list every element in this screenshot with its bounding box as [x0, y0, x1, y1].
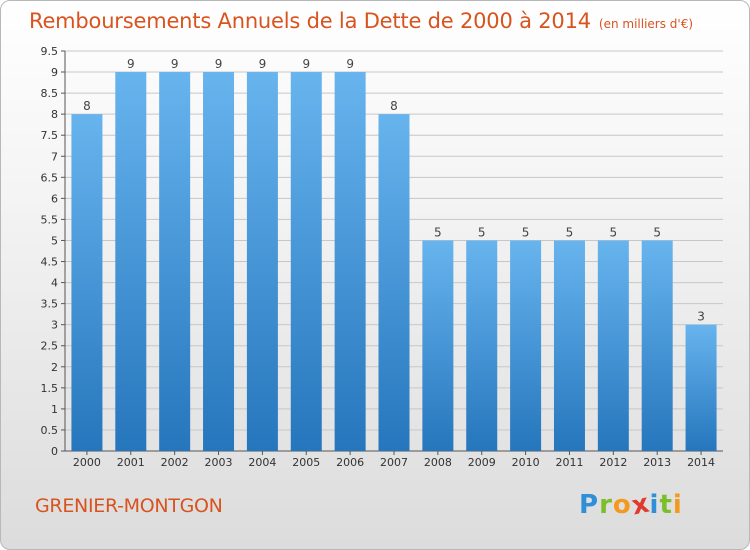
x-tick-label: 2004	[248, 456, 276, 469]
y-tick-label: 3.5	[41, 298, 59, 311]
x-tick-label: 2000	[73, 456, 101, 469]
bar	[466, 240, 498, 451]
bar	[641, 240, 673, 451]
x-tick-label: 2001	[117, 456, 145, 469]
x-tick-label: 2012	[599, 456, 627, 469]
bar	[378, 114, 410, 451]
data-label: 5	[434, 225, 442, 239]
y-tick-label: 6.5	[41, 171, 59, 184]
bar	[510, 240, 542, 451]
bar	[246, 72, 278, 451]
data-label: 5	[522, 225, 530, 239]
data-label: 5	[566, 225, 574, 239]
x-tick-label: 2002	[161, 456, 189, 469]
y-tick-label: 2	[51, 361, 58, 374]
bar	[71, 114, 103, 451]
y-tick-label: 8.5	[41, 87, 59, 100]
bar	[334, 72, 366, 451]
logo-letter: r	[599, 490, 613, 520]
x-tick-label: 2003	[205, 456, 233, 469]
x-tick-label: 2011	[555, 456, 583, 469]
proxiti-logo: Proxiti	[579, 488, 683, 521]
bar	[685, 324, 717, 451]
x-tick-label: 2010	[512, 456, 540, 469]
bar	[422, 240, 454, 451]
y-tick-label: 1	[51, 403, 58, 416]
x-tick-label: 2007	[380, 456, 408, 469]
data-labels: 8 9 9 9 9 9 9 8 5 5 5 5 5 5 3	[83, 57, 705, 324]
x-tick-label: 2006	[336, 456, 364, 469]
bar	[203, 72, 235, 451]
y-tick-label: 7	[51, 150, 58, 163]
data-label: 3	[697, 310, 705, 324]
data-label: 9	[215, 57, 223, 71]
bar	[115, 72, 147, 451]
data-label: 9	[346, 57, 354, 71]
x-tick-label: 2013	[643, 456, 671, 469]
y-tick-label: 7.5	[41, 129, 59, 142]
y-tick-label: 0	[51, 445, 58, 458]
logo-letter: P	[579, 490, 600, 520]
bar	[597, 240, 629, 451]
commune-name: GRENIER-MONTGON	[35, 495, 223, 517]
bar	[159, 72, 191, 451]
bar	[290, 72, 322, 451]
y-tick-label: 6	[51, 192, 58, 205]
logo-letter: t	[659, 490, 673, 520]
y-tick-label: 4	[51, 277, 58, 290]
y-tick-label: 5	[51, 234, 58, 247]
y-tick-label: 2.5	[41, 340, 59, 353]
x-tick-label: 2008	[424, 456, 452, 469]
bar	[553, 240, 585, 451]
data-label: 9	[302, 57, 310, 71]
data-label: 5	[653, 225, 661, 239]
data-label: 8	[390, 99, 398, 113]
y-tick-label: 9.5	[41, 45, 59, 58]
chart-subtitle: (en milliers d'€)	[598, 17, 694, 31]
chart-title-text: Remboursements Annuels de la Dette de 20…	[29, 9, 591, 33]
data-label: 9	[127, 57, 135, 71]
data-label: 9	[171, 57, 179, 71]
y-tick-label: 3	[51, 319, 58, 332]
y-tick-label: 9	[51, 66, 58, 79]
y-tick-label: 8	[51, 108, 58, 121]
y-tick-label: 0.5	[41, 424, 59, 437]
logo-letter: i	[672, 490, 683, 520]
data-label: 9	[259, 57, 267, 71]
x-tick-label: 2005	[292, 456, 320, 469]
data-label: 8	[83, 99, 91, 113]
x-tick-labels: 2000 2001 2002 2003 2004 2005 2006 2007 2008 2009…	[73, 456, 715, 469]
y-tick-labels: 0 0.5 1 1.5 2 2.5 3 3.5 4 4.5 5 5.5 6 6.5 7 7.5 8 8.5 9 9.5	[41, 45, 59, 458]
bars	[71, 72, 717, 451]
logo-letter: i	[649, 490, 660, 520]
logo-letter: o	[612, 490, 632, 520]
y-tick-label: 5.5	[41, 213, 59, 226]
y-tick-label: 1.5	[41, 382, 59, 395]
y-tick-label: 4.5	[41, 256, 59, 269]
x-tick-label: 2014	[687, 456, 715, 469]
chart-title: Remboursements Annuels de la Dette de 20…	[29, 9, 693, 33]
x-tick-label: 2009	[468, 456, 496, 469]
data-label: 5	[478, 225, 486, 239]
data-label: 5	[610, 225, 618, 239]
